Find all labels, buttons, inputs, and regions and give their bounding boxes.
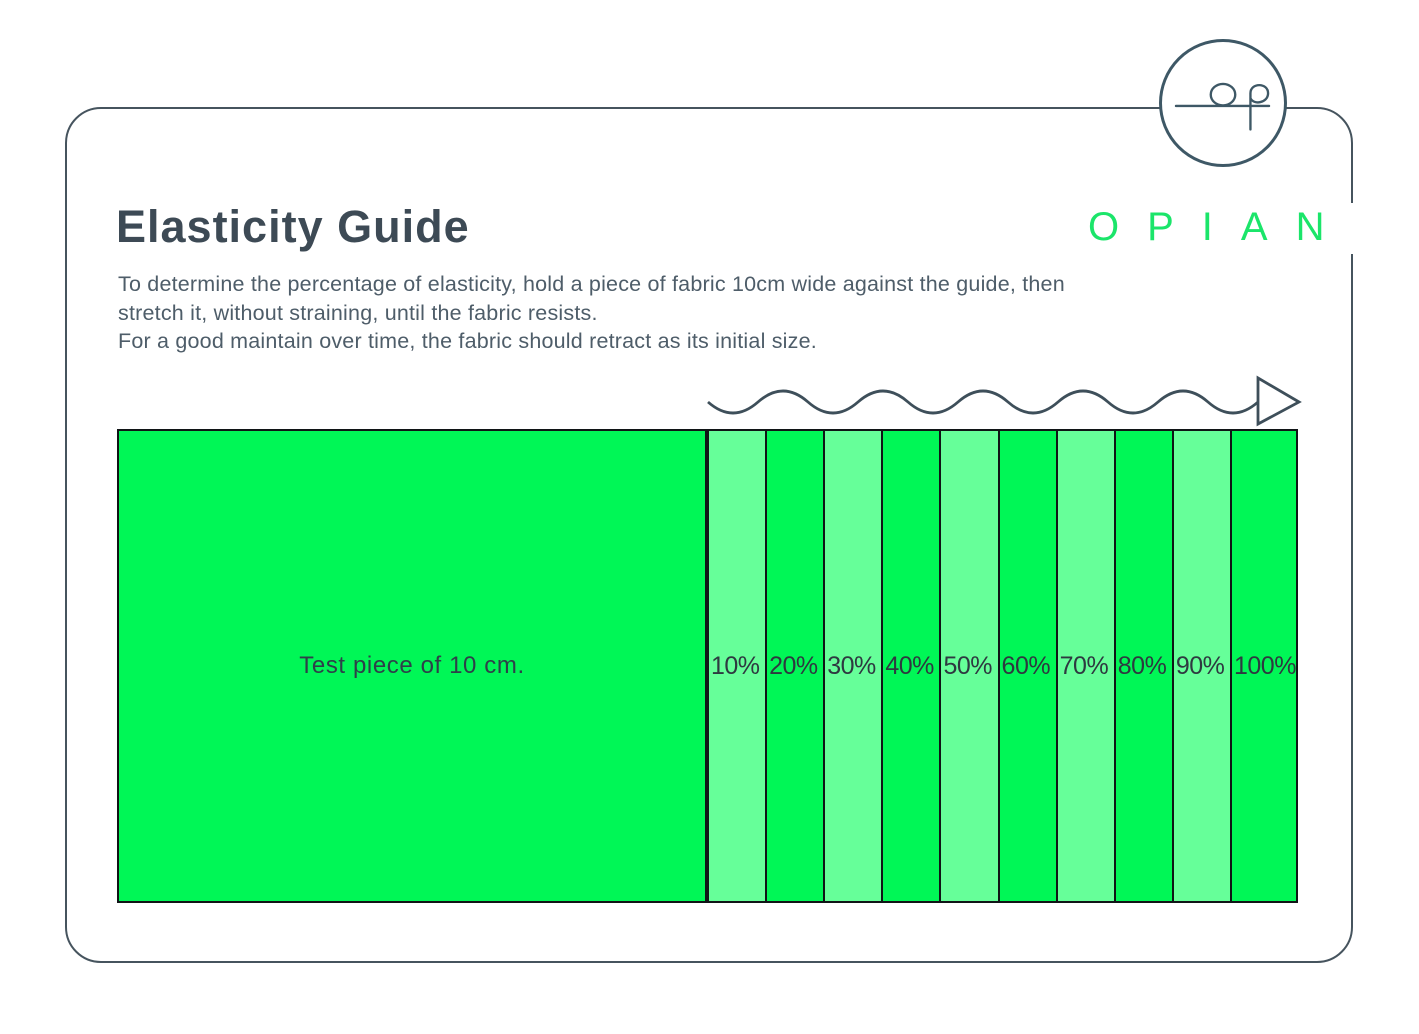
bar-label: 40% bbox=[885, 651, 934, 680]
description-line: stretch it, without straining, until the… bbox=[118, 300, 598, 325]
brand-wordmark: OPIAN bbox=[1086, 203, 1359, 254]
description-line: For a good maintain over time, the fabri… bbox=[118, 329, 817, 353]
elasticity-bar-60: 60% bbox=[997, 429, 1058, 903]
elasticity-bar-30: 30% bbox=[823, 429, 884, 903]
test-piece-label: Test piece of 10 cm. bbox=[299, 652, 525, 679]
elasticity-bar-80: 80% bbox=[1113, 429, 1174, 903]
elasticity-bar-10: 10% bbox=[707, 429, 768, 903]
elasticity-bar-70: 70% bbox=[1055, 429, 1116, 903]
bar-label: 90% bbox=[1175, 651, 1225, 680]
bar-label: 50% bbox=[943, 651, 992, 680]
bar-label: 20% bbox=[769, 651, 818, 680]
brand-logo bbox=[1159, 39, 1287, 167]
elasticity-bar-50: 50% bbox=[939, 429, 1000, 903]
elasticity-bar-90: 90% bbox=[1171, 429, 1232, 903]
elasticity-bar-20: 20% bbox=[765, 429, 826, 903]
bar-label: 80% bbox=[1117, 651, 1167, 680]
page-title: Elasticity Guide bbox=[116, 201, 470, 252]
bar-label: 10% bbox=[711, 651, 760, 680]
bar-label: 30% bbox=[827, 651, 876, 680]
elasticity-scale: 10% 20% 30% 40% 50% 60% 70% 80% 90% 100% bbox=[707, 429, 1298, 903]
description-line: To determine the percentage of elasticit… bbox=[118, 272, 1065, 296]
bar-label: 100% bbox=[1233, 651, 1296, 680]
elasticity-bar-100: 100% bbox=[1229, 429, 1298, 903]
bar-label: 60% bbox=[1001, 651, 1051, 680]
bar-label: 70% bbox=[1059, 651, 1109, 680]
stretch-direction-arrow-icon bbox=[707, 375, 1302, 427]
elasticity-bar-40: 40% bbox=[881, 429, 942, 903]
description: To determine the percentage of elasticit… bbox=[118, 270, 1065, 356]
test-piece-swatch: Test piece of 10 cm. bbox=[117, 429, 707, 903]
op-monogram-icon bbox=[1174, 82, 1271, 131]
